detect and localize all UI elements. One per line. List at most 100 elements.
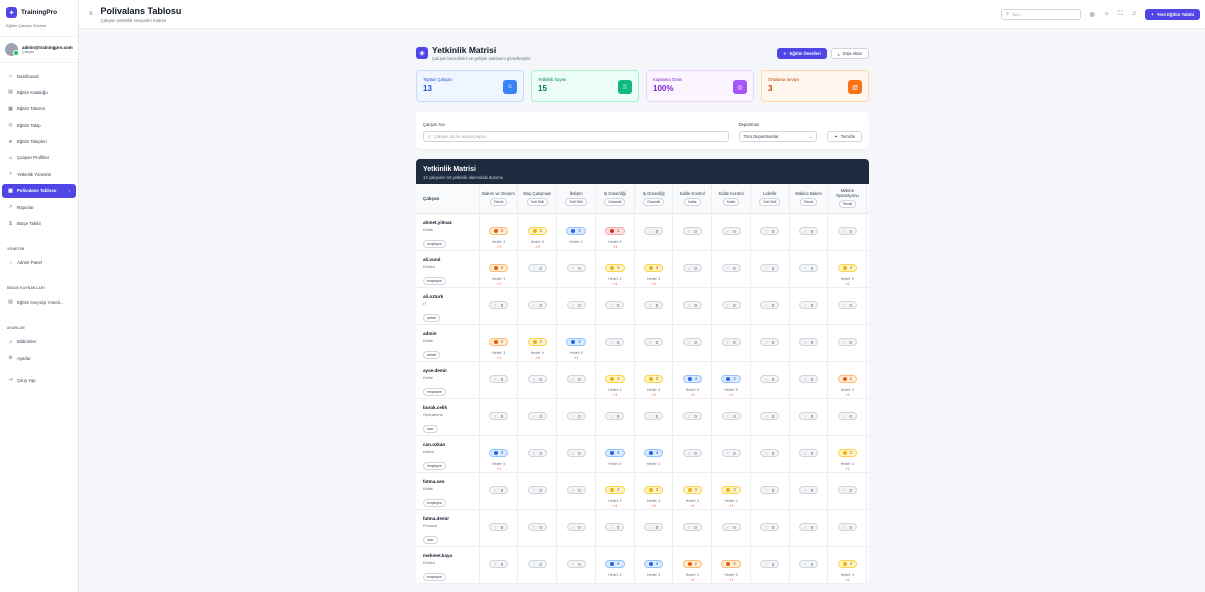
level-pill[interactable]: ☾ 0	[489, 375, 509, 383]
competency-cell[interactable]: 4 Hedef: 4	[634, 435, 674, 473]
competency-cell[interactable]: ☾0	[866, 324, 869, 362]
level-pill[interactable]: ☾ 0	[799, 301, 819, 309]
level-pill[interactable]: 4	[566, 226, 586, 235]
competency-cell[interactable]: 3 Hedef: 5 ↗2	[517, 213, 558, 251]
level-pill[interactable]: 3	[837, 263, 858, 272]
level-pill[interactable]: ☾ 0	[682, 227, 702, 235]
competency-cell[interactable]: ☾0	[750, 546, 790, 584]
competency-cell[interactable]: ☾0	[556, 287, 596, 325]
level-pill[interactable]: ☾ 0	[489, 486, 509, 494]
level-pill[interactable]: 2	[488, 263, 509, 272]
level-pill[interactable]: ☾ 0	[837, 338, 857, 346]
competency-cell[interactable]: 3 Hedef: 5 ↗2	[517, 324, 558, 362]
level-pill[interactable]: ☾ 0	[644, 227, 664, 235]
level-pill[interactable]: ☾ 0	[837, 523, 857, 531]
level-pill[interactable]: ☾ 0	[644, 301, 664, 309]
competency-cell[interactable]: ☾0	[789, 435, 829, 473]
competency-cell[interactable]: 4 Hedef: 4	[595, 435, 635, 473]
employee-search-input[interactable]: ⚲ Çalışan adı ile arama yapın...	[423, 131, 729, 142]
level-pill[interactable]: 4	[566, 337, 586, 346]
competency-cell[interactable]: ☾0	[711, 287, 751, 325]
competency-cell[interactable]: 3 Hedef: 4 ↗1	[595, 361, 635, 399]
competency-cell[interactable]: 4 Hedef: 5 ↗1	[711, 361, 751, 399]
competency-cell[interactable]: ☾0	[711, 324, 751, 362]
theme-icon[interactable]: ☼	[1103, 11, 1110, 17]
level-pill[interactable]: ☾ 0	[837, 227, 857, 235]
level-pill[interactable]: ☾ 0	[799, 486, 819, 494]
competency-cell[interactable]: ☾0	[866, 250, 869, 288]
employee-cell[interactable]: burak.celik Operations user	[416, 398, 480, 436]
level-pill[interactable]: ☾ 0	[682, 338, 702, 346]
competency-cell[interactable]: ☾0	[634, 398, 674, 436]
competency-cell[interactable]: ☾0	[595, 287, 635, 325]
competency-cell[interactable]: ☾0	[556, 398, 596, 436]
level-pill[interactable]: ☾ 0	[799, 264, 819, 272]
level-pill[interactable]: 3	[527, 337, 548, 346]
menu-icon[interactable]: ≡	[89, 11, 93, 17]
level-pill[interactable]: ☾ 0	[721, 301, 741, 309]
competency-cell[interactable]: 2 Hedef: 3 ↗1	[672, 546, 713, 584]
competency-cell[interactable]: ☾0	[634, 324, 674, 362]
globe-icon[interactable]: ◍	[1089, 11, 1095, 18]
competency-cell[interactable]: ☾0	[866, 546, 869, 584]
level-pill[interactable]: ☾ 0	[721, 523, 741, 531]
competency-cell[interactable]: 4 Hedef: 4	[556, 213, 596, 251]
level-pill[interactable]: 2	[488, 226, 509, 235]
competency-cell[interactable]: ☾0	[750, 250, 790, 288]
employee-cell[interactable]: ayse.demir Kalite employee	[416, 361, 480, 399]
competency-cell[interactable]: ☾0	[750, 398, 790, 436]
level-pill[interactable]: ☾ 0	[566, 560, 586, 568]
competency-cell[interactable]: ☾0	[711, 435, 751, 473]
level-pill[interactable]: ☾ 0	[489, 523, 509, 531]
level-pill[interactable]: ☾ 0	[721, 412, 741, 420]
competency-cell[interactable]: ☾0	[750, 509, 790, 547]
competency-cell[interactable]: ☾0	[479, 361, 519, 399]
level-pill[interactable]: ☾ 0	[799, 227, 819, 235]
level-pill[interactable]: ☾ 0	[799, 338, 819, 346]
employee-cell[interactable]: fatma.sen Kalite employee	[416, 472, 480, 510]
level-pill[interactable]: ☾ 0	[682, 264, 702, 272]
competency-cell[interactable]: ☾0	[789, 472, 829, 510]
competency-cell[interactable]: ☾0	[750, 361, 790, 399]
level-pill[interactable]: ☾ 0	[605, 523, 625, 531]
competency-cell[interactable]: ☾0	[750, 472, 790, 510]
level-pill[interactable]: 3	[721, 485, 741, 494]
level-pill[interactable]: ☾ 0	[760, 449, 780, 457]
competency-cell[interactable]: ☾0	[517, 398, 558, 436]
level-pill[interactable]: ☾ 0	[799, 560, 819, 568]
competency-cell[interactable]: ☾0	[517, 250, 558, 288]
level-pill[interactable]: ☾ 0	[489, 301, 509, 309]
competency-cell[interactable]: ☾0	[517, 472, 558, 510]
competency-cell[interactable]: ☾0	[789, 213, 829, 251]
level-pill[interactable]: 3	[605, 485, 625, 494]
sidebar-item-e-itim-ge-mi-i-y-neti[interactable]: ▤ Eğitim Geçmişi Yöneti...	[2, 295, 76, 309]
competency-cell[interactable]: 1 Hedef: 5 ↗4	[595, 213, 635, 251]
competency-cell[interactable]: 4 Hedef: 4	[634, 546, 674, 584]
level-pill[interactable]: 4	[643, 448, 664, 457]
sidebar-item-polivalans-tablosu[interactable]: ▦ Polivalans Tablosu ›	[2, 183, 76, 198]
level-pill[interactable]: ☾ 0	[605, 412, 625, 420]
competency-cell[interactable]: ☾0	[750, 435, 790, 473]
clear-filters-button[interactable]: ⏷ Temizle	[827, 131, 862, 142]
level-pill[interactable]: ☾ 0	[566, 449, 586, 457]
competency-cell[interactable]: ☾0	[672, 287, 713, 325]
competency-cell[interactable]: 3 Hedef: 4 ↗1	[595, 472, 635, 510]
competency-cell[interactable]: ☾0	[827, 472, 868, 510]
level-pill[interactable]: ☾ 0	[760, 560, 780, 568]
level-pill[interactable]: ☾ 0	[566, 301, 586, 309]
competency-cell[interactable]: ☾0	[789, 361, 829, 399]
competency-cell[interactable]: ☾0	[672, 398, 713, 436]
level-pill[interactable]: ☾ 0	[721, 449, 741, 457]
search-input[interactable]: ⚲ Ara...	[1000, 8, 1081, 20]
level-pill[interactable]: ☾ 0	[605, 301, 625, 309]
level-pill[interactable]: ☾ 0	[527, 449, 547, 457]
department-select[interactable]: Tüm Departmanlar ⌄	[738, 131, 818, 142]
sidebar-item-bildirimler[interactable]: ♫ Bildirimler	[2, 335, 76, 349]
competency-cell[interactable]: ☾0	[789, 398, 829, 436]
competency-cell[interactable]: 3 Hedef: 4 ↗1	[827, 435, 868, 473]
level-pill[interactable]: ☾ 0	[527, 523, 547, 531]
competency-cell[interactable]: ☾0	[672, 324, 713, 362]
competency-cell[interactable]: ☾0	[750, 213, 790, 251]
level-pill[interactable]: 3	[643, 374, 664, 383]
competency-cell[interactable]: ☾0	[711, 250, 751, 288]
